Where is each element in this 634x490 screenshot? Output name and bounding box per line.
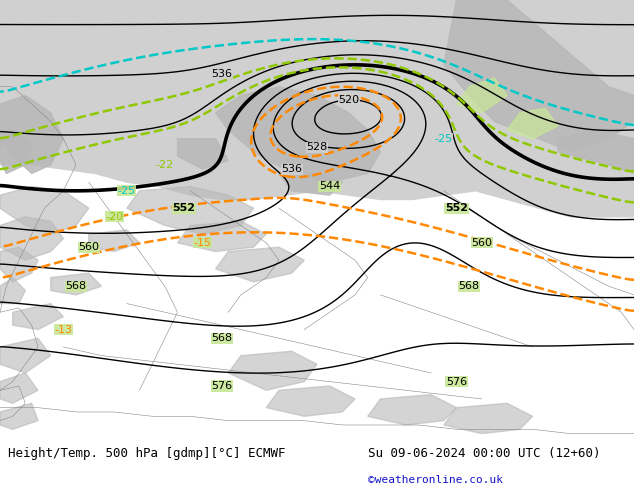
Text: 560: 560 (471, 238, 493, 248)
Polygon shape (444, 403, 533, 434)
Text: 520: 520 (338, 95, 359, 105)
Text: -20: -20 (105, 212, 123, 222)
Polygon shape (228, 351, 317, 390)
Polygon shape (216, 87, 380, 182)
Text: -15: -15 (194, 238, 212, 248)
Polygon shape (0, 96, 63, 173)
Polygon shape (0, 187, 89, 234)
Polygon shape (13, 304, 63, 330)
Polygon shape (178, 139, 228, 169)
Text: -25: -25 (435, 134, 453, 144)
Text: 576: 576 (211, 381, 233, 391)
Text: -22: -22 (156, 160, 174, 170)
Text: 576: 576 (446, 377, 467, 387)
Text: 560: 560 (78, 242, 100, 252)
Polygon shape (0, 217, 63, 260)
Polygon shape (0, 373, 38, 403)
Polygon shape (178, 221, 266, 251)
Polygon shape (0, 247, 38, 282)
Polygon shape (0, 0, 634, 217)
Polygon shape (0, 277, 25, 304)
Text: 568: 568 (458, 281, 480, 291)
Polygon shape (444, 0, 634, 152)
Polygon shape (266, 386, 355, 416)
Polygon shape (216, 247, 304, 282)
Polygon shape (51, 273, 101, 295)
Text: 544: 544 (319, 181, 340, 192)
Polygon shape (0, 338, 51, 373)
Polygon shape (507, 108, 558, 139)
Text: 536: 536 (281, 164, 302, 174)
Text: 536: 536 (211, 69, 233, 79)
Polygon shape (89, 230, 139, 251)
Polygon shape (127, 187, 254, 234)
Polygon shape (279, 173, 342, 195)
Text: 568: 568 (211, 333, 233, 343)
Text: Su 09-06-2024 00:00 UTC (12+60): Su 09-06-2024 00:00 UTC (12+60) (368, 447, 600, 460)
Text: 528: 528 (306, 143, 328, 152)
Polygon shape (456, 78, 507, 113)
Text: 568: 568 (65, 281, 87, 291)
Text: Height/Temp. 500 hPa [gdmp][°C] ECMWF: Height/Temp. 500 hPa [gdmp][°C] ECMWF (8, 447, 286, 460)
Polygon shape (558, 130, 634, 173)
Polygon shape (0, 130, 32, 173)
Text: ©weatheronline.co.uk: ©weatheronline.co.uk (368, 475, 503, 485)
Text: -25: -25 (118, 186, 136, 196)
Text: -13: -13 (55, 324, 72, 335)
Text: 552: 552 (445, 203, 468, 213)
Polygon shape (368, 394, 456, 425)
Polygon shape (0, 403, 38, 429)
Text: 552: 552 (172, 203, 195, 213)
